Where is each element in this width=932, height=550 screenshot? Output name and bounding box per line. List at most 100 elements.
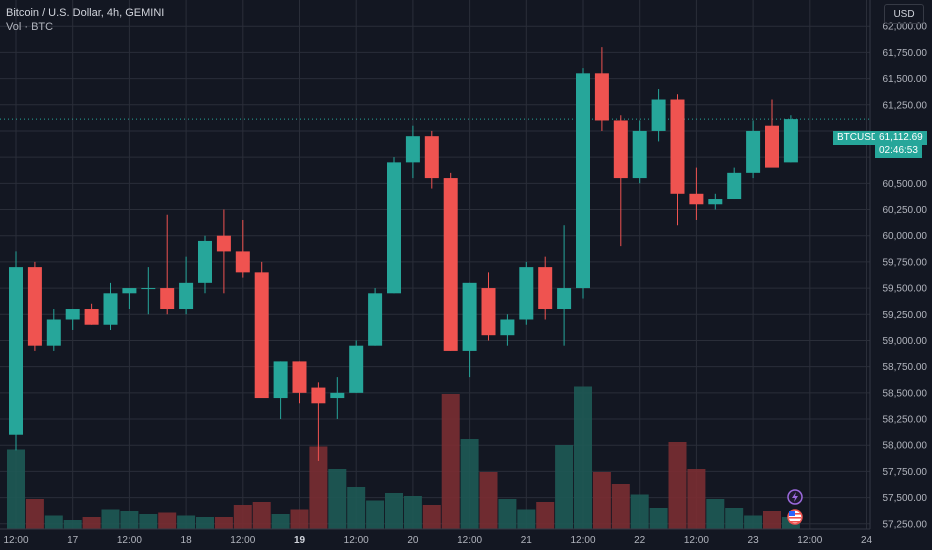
candle-body <box>727 172 742 200</box>
candle-body <box>46 319 61 346</box>
price-tick-label: 61,750.00 <box>883 48 928 59</box>
volume-bar <box>403 496 422 529</box>
time-tick-label: 12:00 <box>344 535 369 546</box>
volume-bar <box>347 487 366 529</box>
volume-bar <box>309 446 328 529</box>
candle-body <box>689 193 704 205</box>
volume-bar <box>536 502 555 529</box>
volume-bar <box>763 511 781 529</box>
us-flag-icon[interactable] <box>787 509 803 525</box>
candle-body <box>538 267 553 310</box>
volume-bar <box>668 442 687 529</box>
time-tick-label: 12:00 <box>797 535 822 546</box>
volume-bar <box>441 394 460 529</box>
chart-title: Bitcoin / U.S. Dollar, 4h, GEMINI <box>6 7 165 19</box>
volume-bar <box>101 509 120 529</box>
volume-bar <box>252 502 271 529</box>
lightning-icon[interactable] <box>787 489 803 505</box>
price-tick-label: 60,000.00 <box>883 231 928 242</box>
time-axis <box>0 529 932 550</box>
price-tick-label: 59,500.00 <box>883 284 928 295</box>
candle-body <box>500 319 515 336</box>
candle-body <box>651 99 666 131</box>
volume-bar <box>706 499 725 529</box>
price-tick-label: 59,750.00 <box>883 257 928 268</box>
price-tick-label: 58,250.00 <box>883 415 928 426</box>
candle-body <box>519 267 534 320</box>
volume-bar <box>422 505 441 529</box>
candle-body <box>141 288 156 290</box>
volume-bar <box>44 515 63 529</box>
candle-body <box>235 251 250 273</box>
price-tick-label: 60,500.00 <box>883 179 928 190</box>
volume-bar <box>574 386 592 529</box>
candle-body <box>311 387 326 404</box>
volume-bar <box>744 515 763 529</box>
candle-body <box>765 125 779 168</box>
volume-bar <box>611 484 630 529</box>
candle-body <box>330 392 345 399</box>
currency-button[interactable]: USD <box>884 4 924 24</box>
time-tick-label: 12:00 <box>457 535 482 546</box>
time-tick-label: 12:00 <box>230 535 255 546</box>
volume-bar <box>498 499 517 529</box>
volume-bar <box>63 520 82 529</box>
time-tick-label: 12:00 <box>684 535 709 546</box>
candle-body <box>557 288 572 310</box>
volume-bar <box>517 509 536 529</box>
volume-bar <box>82 517 101 529</box>
candle-body <box>216 235 231 252</box>
volume-indicator-label[interactable]: Vol · BTC <box>6 21 54 33</box>
price-tick-label: 59,250.00 <box>883 310 928 321</box>
candle-body <box>746 130 761 173</box>
candle-body <box>273 361 288 399</box>
volume-bar <box>196 517 214 529</box>
volume-bar <box>385 493 403 529</box>
candle-body <box>708 199 723 205</box>
volume-bar <box>214 517 233 529</box>
candle-body <box>613 120 628 179</box>
candle-body <box>632 130 647 179</box>
volume-bar <box>177 515 196 529</box>
time-tick-label: 19 <box>294 535 306 546</box>
candle-body <box>481 288 496 336</box>
time-tick-label: 21 <box>521 535 533 546</box>
candle-body <box>254 272 269 399</box>
candle-body <box>122 288 137 294</box>
volume-bar <box>555 445 574 529</box>
volume-bar <box>233 505 252 529</box>
last-price-label: 61,112.69 <box>875 131 927 145</box>
time-tick-label: 20 <box>407 535 419 546</box>
price-tick-label: 58,750.00 <box>883 362 928 373</box>
candle-body <box>349 345 364 393</box>
candle-body <box>424 136 439 179</box>
price-tick-label: 60,250.00 <box>883 205 928 216</box>
volume-bar <box>687 469 706 529</box>
candle-body <box>65 309 80 320</box>
volume-bar <box>366 500 385 529</box>
candle-body <box>594 73 609 121</box>
candle-body <box>198 240 212 283</box>
candle-body <box>84 309 99 325</box>
price-tick-label: 59,000.00 <box>883 336 928 347</box>
candle-body <box>292 361 307 393</box>
volume-bar <box>158 512 177 529</box>
candle-body <box>9 267 23 435</box>
volume-bar <box>25 499 44 529</box>
price-tick-label: 57,750.00 <box>883 467 928 478</box>
volume-bar <box>139 514 158 529</box>
volume-bar <box>479 472 498 529</box>
volume-bar <box>460 439 479 529</box>
volume-bar <box>271 514 290 529</box>
volume-bar <box>290 509 309 529</box>
price-tick-label: 58,500.00 <box>883 388 928 399</box>
volume-bar <box>592 472 611 529</box>
candle-body <box>783 119 798 163</box>
volume-bar <box>725 508 744 529</box>
volume-bar <box>7 449 25 529</box>
symbol-tag: BTCUSD <box>833 131 883 145</box>
price-tick-label: 61,500.00 <box>883 74 928 85</box>
candle-body <box>462 282 477 351</box>
volume-bar <box>328 469 347 529</box>
